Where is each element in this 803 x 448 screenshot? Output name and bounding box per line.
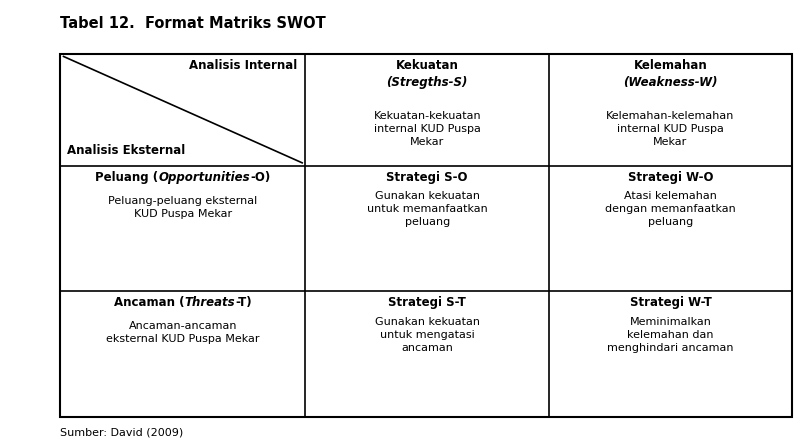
Text: Meminimalkan
kelemahan dan
menghindari ancaman: Meminimalkan kelemahan dan menghindari a… [606,317,733,353]
Text: Opportunities: Opportunities [158,171,250,184]
Text: Gunakan kekuatan
untuk memanfaatkan
peluang: Gunakan kekuatan untuk memanfaatkan pelu… [366,191,487,228]
Text: Ancaman-ancaman
eksternal KUD Puspa Mekar: Ancaman-ancaman eksternal KUD Puspa Meka… [106,321,259,345]
Text: (Stregths-S): (Stregths-S) [386,76,467,89]
Text: Threats: Threats [184,297,234,310]
Text: Gunakan kekuatan
untuk mengatasi
ancaman: Gunakan kekuatan untuk mengatasi ancaman [374,317,479,353]
Text: -O): -O) [250,171,270,184]
Text: Ancaman (: Ancaman ( [114,297,184,310]
Text: Kekuatan: Kekuatan [395,59,458,72]
Text: Analisis Internal: Analisis Internal [189,59,297,72]
Text: Atasi kelemahan
dengan memanfaatkan
peluang: Atasi kelemahan dengan memanfaatkan pelu… [605,191,735,228]
Text: Sumber: David (2009): Sumber: David (2009) [60,428,183,438]
Text: Strategi W-O: Strategi W-O [627,171,712,184]
Text: (Weakness-W): (Weakness-W) [622,76,717,89]
Text: Strategi S-T: Strategi S-T [388,297,466,310]
Text: Strategi S-O: Strategi S-O [386,171,467,184]
Text: Kekuatan-kekuatan
internal KUD Puspa
Mekar: Kekuatan-kekuatan internal KUD Puspa Mek… [373,111,480,147]
Text: Kelemahan-kelemahan
internal KUD Puspa
Mekar: Kelemahan-kelemahan internal KUD Puspa M… [605,111,734,147]
Text: -T): -T) [234,297,251,310]
Text: Tabel 12.  Format Matriks SWOT: Tabel 12. Format Matriks SWOT [60,16,326,30]
Text: Peluang-peluang eksternal
KUD Puspa Mekar: Peluang-peluang eksternal KUD Puspa Meka… [108,195,257,219]
Text: Strategi W-T: Strategi W-T [629,297,711,310]
Text: Analisis Eksternal: Analisis Eksternal [67,143,185,156]
Text: Peluang (: Peluang ( [96,171,158,184]
Text: Kelemahan: Kelemahan [633,59,707,72]
